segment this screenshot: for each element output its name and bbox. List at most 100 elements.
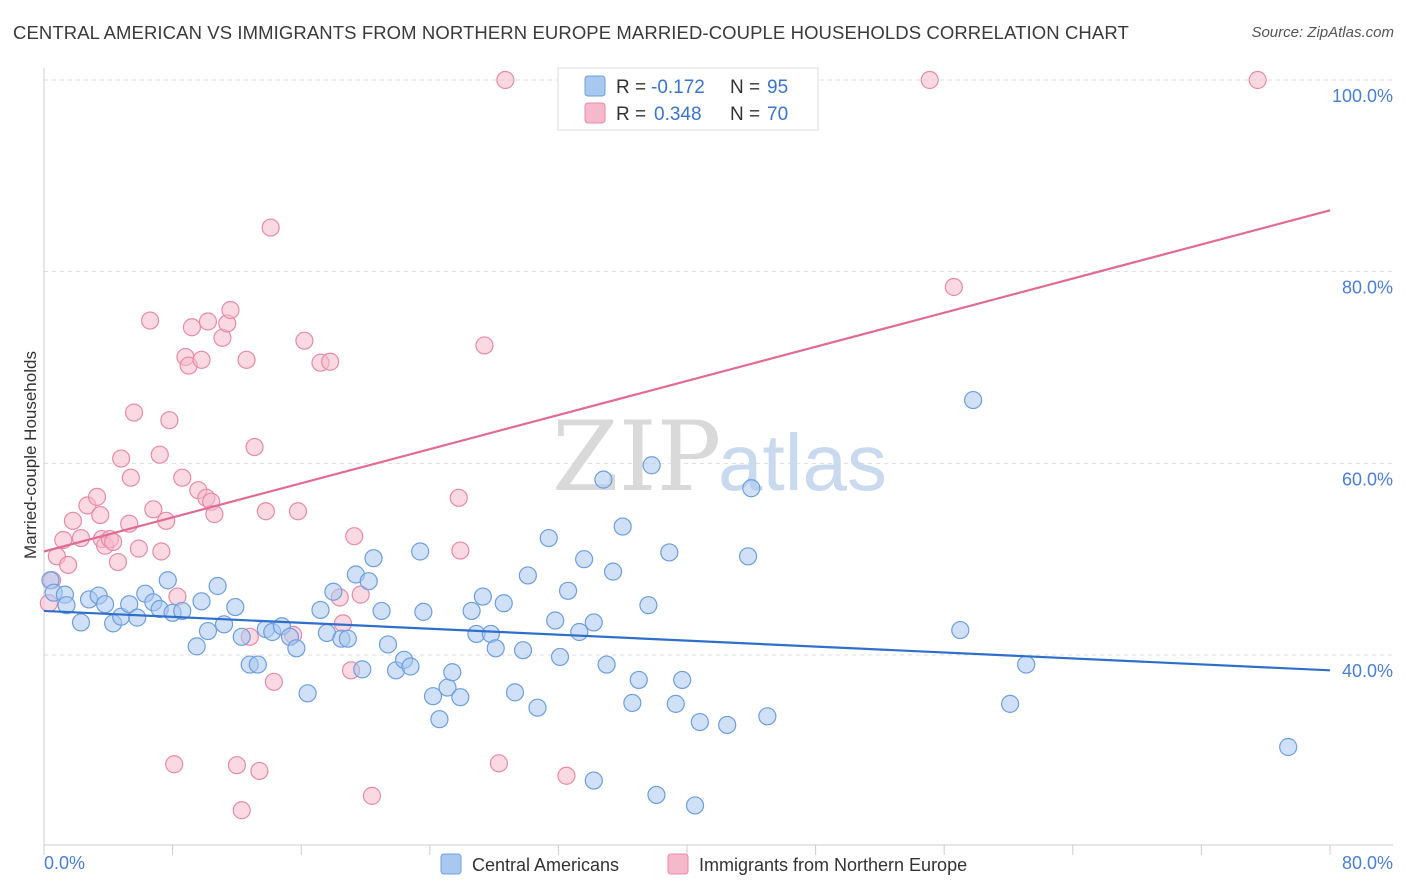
point-northern-europe-4 xyxy=(59,555,78,575)
x-tick-label-min: 0.0% xyxy=(44,853,85,873)
watermark-zip: ZIP xyxy=(552,401,721,513)
point-central-americans-54 xyxy=(462,601,481,621)
legend-n-value-pink: 70 xyxy=(767,104,788,125)
point-central-americans-19 xyxy=(192,592,211,611)
point-central-americans-39 xyxy=(353,660,372,679)
legend-swatch-blue xyxy=(584,75,606,97)
point-northern-europe-45 xyxy=(245,437,264,457)
point-central-americans-93 xyxy=(1279,737,1298,757)
point-central-americans-83 xyxy=(685,796,705,815)
legend-n-label-pink: N = xyxy=(730,104,760,125)
y-tick-label-1: 60.0% xyxy=(1342,469,1393,489)
series-legend-swatch-pink xyxy=(667,853,689,875)
point-northern-europe-5 xyxy=(63,511,83,530)
legend-r-label-blue: R = xyxy=(616,77,646,98)
point-central-americans-71 xyxy=(594,470,613,489)
point-central-americans-85 xyxy=(718,715,737,735)
point-central-americans-21 xyxy=(208,576,227,596)
point-northern-europe-22 xyxy=(150,445,169,464)
point-northern-europe-49 xyxy=(264,672,283,691)
point-central-americans-15 xyxy=(158,571,177,590)
point-northern-europe-63 xyxy=(475,336,494,355)
point-northern-europe-43 xyxy=(237,350,256,369)
point-central-americans-41 xyxy=(364,549,383,568)
point-northern-europe-20 xyxy=(140,311,160,330)
point-northern-europe-28 xyxy=(173,468,192,487)
point-northern-europe-26 xyxy=(165,755,184,774)
point-central-americans-84 xyxy=(690,712,709,732)
point-central-americans-62 xyxy=(518,566,537,585)
point-northern-europe-69 xyxy=(1248,70,1267,90)
legend-r-value-pink: 0.348 xyxy=(654,104,702,125)
point-central-americans-63 xyxy=(528,698,547,717)
point-central-americans-64 xyxy=(539,528,558,548)
point-northern-europe-54 xyxy=(321,352,340,371)
legend-n-value-blue: 95 xyxy=(767,77,788,98)
point-central-americans-91 xyxy=(1001,694,1020,713)
point-central-americans-73 xyxy=(603,562,623,581)
point-northern-europe-14 xyxy=(108,552,128,572)
point-central-americans-72 xyxy=(597,655,616,674)
trend-lines xyxy=(43,209,1331,672)
point-central-americans-75 xyxy=(623,693,642,713)
point-central-americans-42 xyxy=(372,601,391,621)
point-central-americans-76 xyxy=(629,670,648,690)
point-central-americans-17 xyxy=(173,601,192,621)
point-central-americans-89 xyxy=(951,620,970,640)
point-central-americans-67 xyxy=(558,581,578,600)
point-central-americans-65 xyxy=(546,611,565,630)
point-central-americans-61 xyxy=(513,641,533,660)
point-central-americans-18 xyxy=(187,637,206,656)
y-tick-label-2: 80.0% xyxy=(1342,278,1393,298)
point-northern-europe-8 xyxy=(87,487,107,506)
point-northern-europe-15 xyxy=(112,449,131,468)
legend-swatch-pink xyxy=(584,102,606,124)
series-legend: Central Americans Immigrants from Northe… xyxy=(440,853,967,875)
point-central-americans-35 xyxy=(324,582,343,601)
point-northern-europe-42 xyxy=(232,801,251,820)
point-central-americans-58 xyxy=(486,639,505,658)
point-central-americans-52 xyxy=(443,663,462,682)
point-central-americans-94 xyxy=(584,771,603,790)
x-tick-label-max: 80.0% xyxy=(1342,853,1393,873)
y-tick-label-0: 40.0% xyxy=(1342,661,1393,681)
point-central-americans-10 xyxy=(120,595,139,614)
point-central-americans-33 xyxy=(311,600,330,620)
point-central-americans-69 xyxy=(575,550,594,569)
point-northern-europe-64 xyxy=(489,754,509,773)
trend-line-northern-europe xyxy=(43,209,1331,553)
point-northern-europe-59 xyxy=(351,585,370,604)
point-central-americans-81 xyxy=(666,694,685,713)
point-northern-europe-23 xyxy=(152,542,171,561)
point-central-americans-78 xyxy=(642,456,661,475)
point-northern-europe-60 xyxy=(362,786,382,805)
axes xyxy=(43,68,1393,855)
point-central-americans-53 xyxy=(451,688,470,707)
point-northern-europe-66 xyxy=(557,766,576,785)
point-northern-europe-25 xyxy=(160,411,179,430)
point-northern-europe-67 xyxy=(920,70,939,90)
point-central-americans-88 xyxy=(758,707,777,726)
point-northern-europe-46 xyxy=(250,761,269,781)
point-northern-europe-62 xyxy=(449,488,468,507)
point-central-americans-3 xyxy=(57,596,76,615)
point-central-americans-77 xyxy=(639,596,658,615)
point-northern-europe-13 xyxy=(104,532,123,552)
point-central-americans-79 xyxy=(647,785,666,805)
point-central-americans-47 xyxy=(411,542,430,561)
point-northern-europe-61 xyxy=(451,541,470,560)
watermark-atlas: atlas xyxy=(718,418,887,507)
y-tick-label-3: 100.0% xyxy=(1332,86,1393,106)
point-northern-europe-17 xyxy=(121,468,140,487)
point-central-americans-66 xyxy=(550,647,570,667)
point-central-americans-37 xyxy=(338,629,357,648)
point-central-americans-87 xyxy=(738,547,758,566)
point-central-americans-11 xyxy=(128,608,147,627)
point-northern-europe-35 xyxy=(198,312,218,331)
point-northern-europe-31 xyxy=(182,318,201,337)
point-central-americans-80 xyxy=(660,543,679,562)
point-northern-europe-19 xyxy=(129,539,148,558)
legend-r-value-blue: -0.172 xyxy=(651,77,705,98)
point-central-americans-46 xyxy=(401,657,420,676)
point-northern-europe-18 xyxy=(124,403,144,422)
